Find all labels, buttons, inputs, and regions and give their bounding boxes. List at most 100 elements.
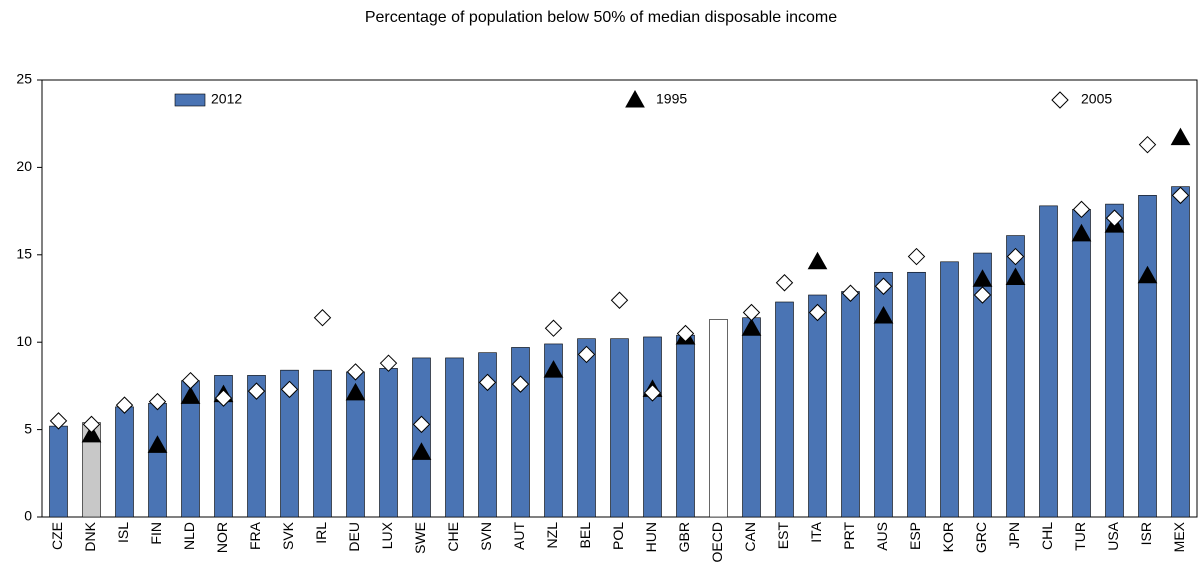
bar <box>148 403 167 518</box>
x-tick-label: AUS <box>874 522 890 551</box>
x-tick-label: KOR <box>940 522 956 552</box>
marker-triangle <box>411 442 432 460</box>
bar <box>49 425 68 518</box>
x-tick-label: ISR <box>1138 522 1154 545</box>
marker-triangle <box>345 382 366 401</box>
marker-diamond <box>1138 135 1157 154</box>
x-tick-label: GBR <box>676 522 692 552</box>
chart-title: Percentage of population below 50% of me… <box>365 9 837 26</box>
legend-label: 2012 <box>211 91 242 107</box>
x-tick-label: USA <box>1105 521 1121 550</box>
bar <box>775 301 794 518</box>
bar <box>313 369 332 518</box>
marker-diamond <box>511 375 530 393</box>
marker-diamond <box>907 247 926 266</box>
marker-triangle <box>147 435 168 453</box>
x-tick-label: FRA <box>247 521 263 550</box>
x-tick-label: POL <box>610 522 626 550</box>
bar <box>445 357 464 518</box>
y-tick-label: 15 <box>16 246 32 262</box>
marker-diamond <box>610 291 629 309</box>
marker-triangle <box>1005 267 1026 286</box>
marker-diamond <box>346 363 365 381</box>
marker-diamond <box>1171 186 1190 205</box>
y-tick-label: 25 <box>16 71 32 87</box>
bar <box>280 369 299 518</box>
marker-diamond <box>280 380 299 399</box>
marker-diamond <box>577 345 596 364</box>
marker-diamond <box>478 373 497 392</box>
bar <box>1105 203 1124 518</box>
x-tick-label: AUT <box>511 522 527 550</box>
x-tick-label: HUN <box>643 522 659 552</box>
marker-diamond <box>82 415 101 434</box>
marker-diamond <box>115 396 134 414</box>
x-tick-label: MEX <box>1171 521 1187 552</box>
x-tick-label: SWE <box>412 522 428 554</box>
x-tick-label: NZL <box>544 522 560 549</box>
bar <box>247 375 266 518</box>
marker-diamond <box>874 277 893 295</box>
marker-diamond <box>214 389 233 407</box>
marker-diamond <box>412 415 431 434</box>
x-tick-label: TUR <box>1072 522 1088 551</box>
marker-diamond <box>676 324 695 343</box>
bar <box>643 336 662 518</box>
marker-triangle <box>1071 223 1092 242</box>
marker-diamond <box>808 303 827 322</box>
bar <box>1006 235 1025 518</box>
y-tick-label: 5 <box>24 420 32 436</box>
marker-diamond <box>643 384 662 402</box>
bar <box>676 334 695 518</box>
bar <box>1171 186 1190 518</box>
bar <box>874 271 893 518</box>
marker-diamond <box>313 309 332 327</box>
bar <box>379 368 398 518</box>
x-tick-label: IRL <box>313 522 329 544</box>
marker-diamond <box>973 286 992 304</box>
bar <box>808 294 827 518</box>
marker-triangle <box>873 305 894 324</box>
bar <box>1138 195 1157 518</box>
x-tick-label: ESP <box>907 522 923 550</box>
x-tick-label: NOR <box>214 522 230 553</box>
x-tick-label: SVN <box>478 522 494 551</box>
marker-triangle <box>180 386 201 404</box>
marker-diamond <box>742 303 761 322</box>
y-tick-label: 10 <box>16 333 32 349</box>
bar <box>610 338 629 518</box>
marker-diamond <box>1072 200 1091 219</box>
marker-diamond <box>775 274 794 292</box>
bar <box>1039 205 1058 518</box>
marker-diamond <box>379 354 398 372</box>
x-tick-label: PRT <box>841 522 857 550</box>
bar <box>577 338 596 518</box>
x-tick-label: ISL <box>115 522 131 543</box>
x-tick-label: OECD <box>709 522 725 562</box>
x-tick-label: SVK <box>280 521 296 550</box>
marker-triangle <box>807 251 828 270</box>
y-tick-label: 20 <box>16 158 32 174</box>
x-tick-label: CAN <box>742 522 758 552</box>
x-tick-label: ITA <box>808 521 824 542</box>
x-tick-label: GRC <box>973 522 989 553</box>
bar <box>115 406 134 518</box>
bar <box>742 317 761 518</box>
x-tick-label: JPN <box>1006 522 1022 548</box>
marker-triangle <box>741 318 762 336</box>
marker-diamond <box>148 392 167 411</box>
marker-triangle <box>972 269 993 287</box>
x-tick-label: NLD <box>181 522 197 550</box>
marker-diamond <box>181 371 200 390</box>
x-tick-label: CHL <box>1039 522 1055 550</box>
y-tick-label: 0 <box>24 508 32 524</box>
marker-triangle <box>543 360 564 378</box>
bar <box>214 375 233 518</box>
marker-triangle <box>1170 127 1191 146</box>
bar <box>709 319 728 518</box>
bar <box>907 271 926 518</box>
legend-swatch <box>625 89 645 108</box>
x-tick-label: CZE <box>49 522 65 550</box>
bar <box>412 357 431 518</box>
x-tick-label: BEL <box>577 522 593 549</box>
